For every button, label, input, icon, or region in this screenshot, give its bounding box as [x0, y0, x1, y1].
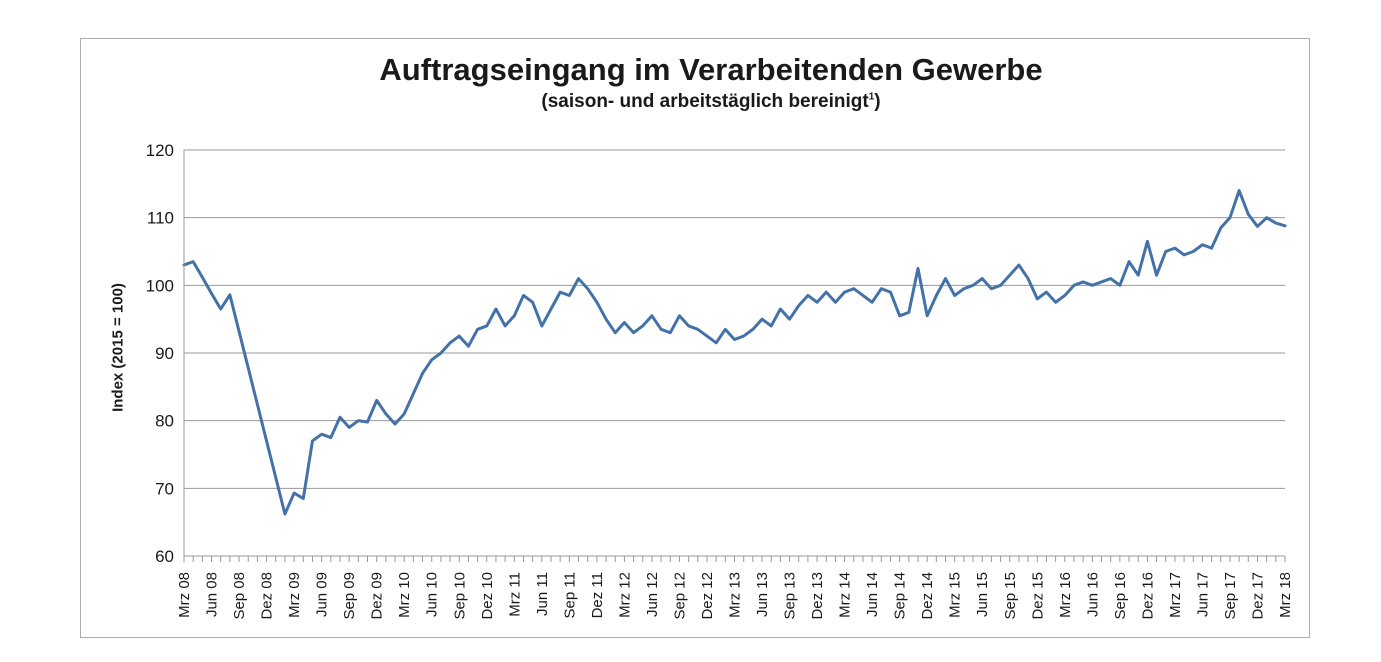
svg-text:Mrz 10: Mrz 10	[396, 572, 413, 618]
svg-text:Jun 08: Jun 08	[204, 572, 221, 617]
svg-text:Mrz 14: Mrz 14	[837, 572, 854, 618]
svg-text:Dez 15: Dez 15	[1029, 572, 1046, 620]
svg-text:Mrz 12: Mrz 12	[616, 572, 633, 618]
svg-text:Dez 10: Dez 10	[479, 572, 496, 620]
svg-text:Jun 11: Jun 11	[534, 572, 551, 616]
svg-text:110: 110	[147, 209, 174, 228]
svg-text:Sep 17: Sep 17	[1222, 572, 1239, 620]
svg-text:Jun 17: Jun 17	[1194, 572, 1211, 617]
svg-text:Mrz 09: Mrz 09	[286, 572, 303, 618]
svg-text:Dez 17: Dez 17	[1249, 572, 1266, 620]
svg-text:90: 90	[155, 344, 174, 363]
svg-text:Sep 16: Sep 16	[1112, 572, 1129, 620]
svg-text:100: 100	[146, 276, 174, 295]
svg-text:Jun 09: Jun 09	[314, 572, 331, 617]
svg-text:Mrz 13: Mrz 13	[727, 572, 744, 618]
svg-text:Mrz 18: Mrz 18	[1277, 572, 1294, 618]
svg-text:Dez 13: Dez 13	[809, 572, 826, 620]
svg-text:Dez 12: Dez 12	[699, 572, 716, 620]
svg-text:Sep 08: Sep 08	[231, 572, 248, 620]
svg-text:Dez 14: Dez 14	[919, 572, 936, 620]
svg-text:Jun 13: Jun 13	[754, 572, 771, 617]
svg-text:Mrz 16: Mrz 16	[1057, 572, 1074, 618]
svg-text:Jun 14: Jun 14	[864, 572, 881, 617]
svg-text:Dez 08: Dez 08	[259, 572, 276, 620]
svg-text:80: 80	[155, 412, 174, 431]
svg-text:Sep 12: Sep 12	[671, 572, 688, 620]
svg-text:Sep 15: Sep 15	[1002, 572, 1019, 620]
svg-text:Jun 12: Jun 12	[644, 572, 661, 617]
svg-text:120: 120	[146, 141, 174, 160]
svg-text:Sep 14: Sep 14	[892, 572, 909, 620]
svg-text:Mrz 15: Mrz 15	[947, 572, 964, 618]
svg-text:60: 60	[155, 547, 174, 566]
svg-text:Sep 11: Sep 11	[561, 572, 578, 618]
svg-text:Mrz 17: Mrz 17	[1167, 572, 1184, 618]
svg-text:Mrz 11: Mrz 11	[506, 572, 523, 617]
svg-text:Jun 15: Jun 15	[974, 572, 991, 617]
svg-text:Mrz 08: Mrz 08	[176, 572, 193, 618]
svg-text:70: 70	[155, 479, 174, 498]
svg-text:Dez 11: Dez 11	[589, 572, 606, 618]
svg-text:Dez 16: Dez 16	[1139, 572, 1156, 620]
svg-text:Jun 10: Jun 10	[424, 572, 441, 617]
svg-text:Sep 09: Sep 09	[341, 572, 358, 620]
svg-text:Jun 16: Jun 16	[1084, 572, 1101, 617]
svg-text:Sep 13: Sep 13	[782, 572, 799, 620]
svg-text:Dez 09: Dez 09	[369, 572, 386, 620]
svg-text:Sep 10: Sep 10	[451, 572, 468, 620]
